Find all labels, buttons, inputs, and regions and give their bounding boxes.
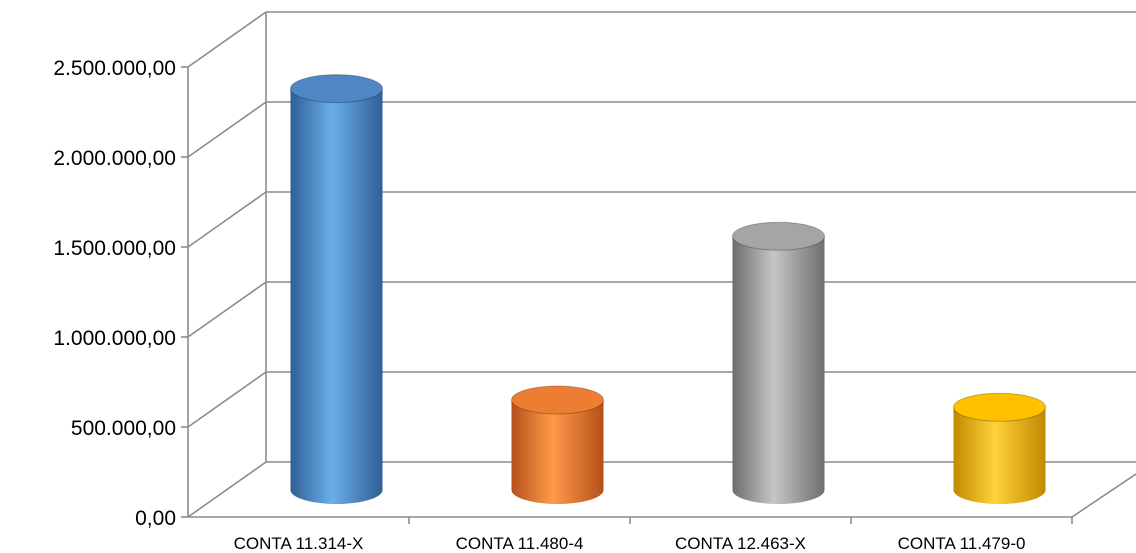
y-tick-label: 0,00 — [135, 507, 176, 530]
bar — [953, 392, 1046, 504]
x-category-label: CONTA 11.479-0 — [898, 534, 1026, 553]
bar — [511, 385, 604, 504]
x-category-label: CONTA 11.480-4 — [456, 534, 584, 553]
floor-edge — [1071, 473, 1136, 518]
bar-cylinder-body — [290, 88, 383, 504]
gridline-side — [187, 11, 267, 68]
bar-cylinder-top — [732, 221, 825, 251]
gridline-side — [187, 371, 267, 428]
labels: 0,00 500.000,00 1.000.000,00 1.500.000,00 2.… — [53, 57, 1025, 553]
x-category-label: CONTA 11.314-X — [234, 534, 364, 553]
y-tick-label: 2.000.000,00 — [53, 147, 176, 170]
gridline-side — [187, 281, 267, 338]
y-tick-label: 1.500.000,00 — [53, 237, 176, 260]
bar-cylinder-body — [732, 236, 825, 504]
bar-cylinder-top — [953, 392, 1046, 422]
bar — [290, 74, 383, 504]
axes — [181, 12, 1136, 524]
x-category-label: CONTA 12.463-X — [675, 534, 806, 553]
y-tick-label: 500.000,00 — [71, 417, 176, 440]
gridline-side — [187, 101, 267, 158]
y-tick-label: 1.000.000,00 — [53, 327, 176, 350]
bar — [732, 221, 825, 504]
gridline-side — [187, 191, 267, 248]
y-tick-label: 2.500.000,00 — [53, 57, 176, 80]
gridline-side — [187, 461, 267, 518]
gridlines — [187, 11, 1136, 518]
bar-cylinder-top — [290, 74, 383, 104]
bar-cylinder-body — [511, 400, 604, 504]
bar-cylinder-body — [953, 407, 1046, 504]
bar-cylinder-top — [511, 385, 604, 415]
bars — [290, 74, 1046, 504]
